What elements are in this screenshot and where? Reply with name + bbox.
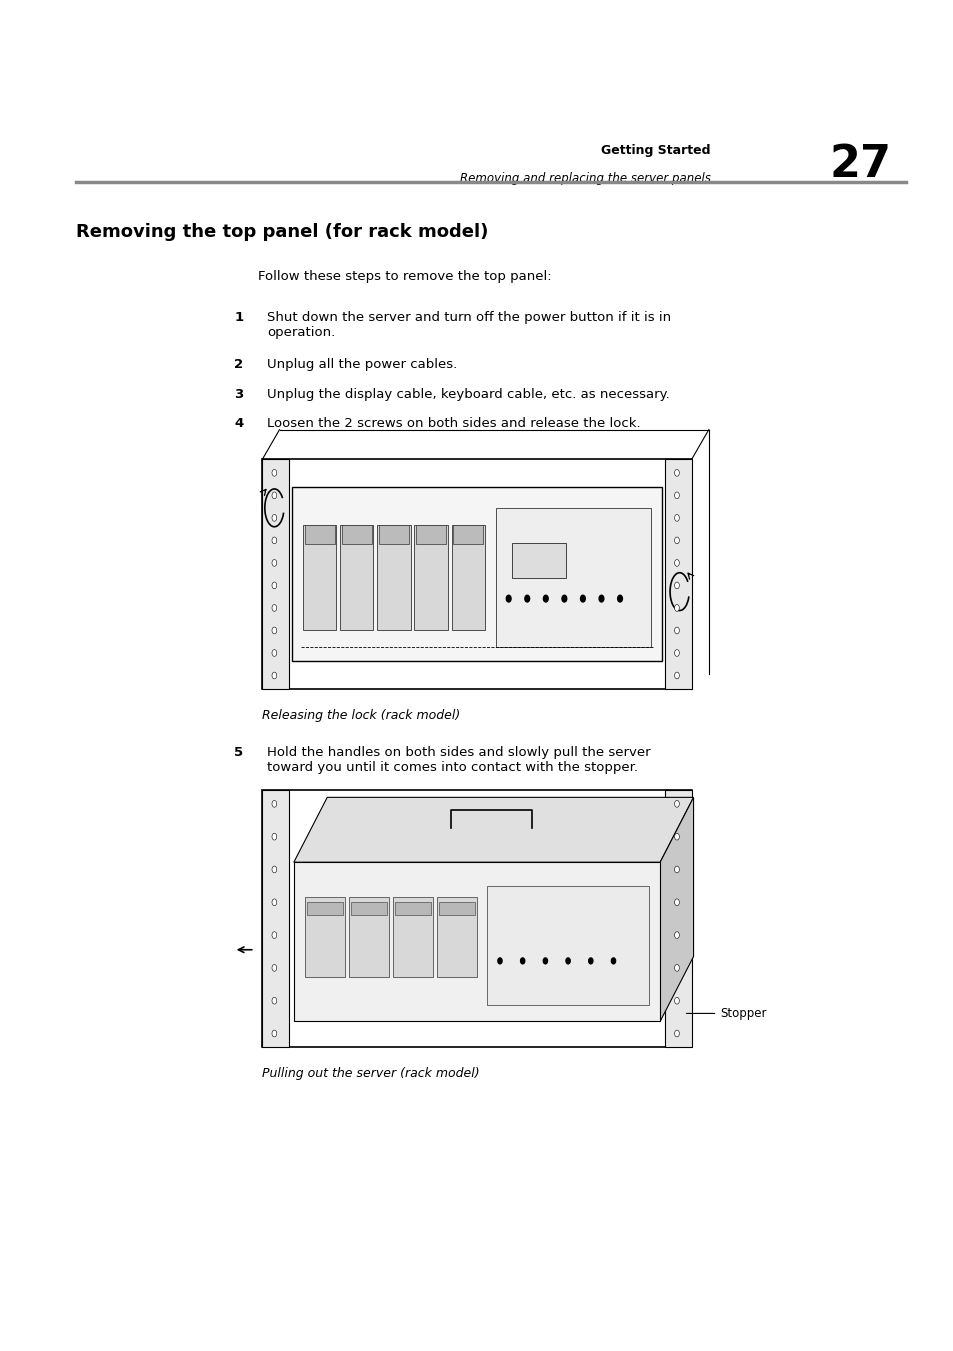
Bar — [262, 459, 289, 689]
Circle shape — [674, 800, 679, 807]
Circle shape — [272, 492, 276, 499]
Bar — [511, 543, 565, 578]
Bar — [393, 897, 433, 977]
Circle shape — [674, 997, 679, 1004]
Circle shape — [674, 582, 679, 589]
Circle shape — [674, 866, 679, 873]
Text: Pulling out the server (rack model): Pulling out the server (rack model) — [262, 1067, 479, 1081]
Text: Removing the top panel (for rack model): Removing the top panel (for rack model) — [76, 223, 488, 240]
Circle shape — [674, 604, 679, 611]
Circle shape — [674, 834, 679, 840]
Circle shape — [674, 515, 679, 521]
Bar — [305, 897, 345, 977]
Text: Stopper: Stopper — [686, 1006, 766, 1020]
Circle shape — [272, 898, 276, 905]
Circle shape — [272, 627, 276, 634]
Circle shape — [598, 596, 603, 603]
Text: 2: 2 — [233, 358, 243, 372]
Circle shape — [543, 596, 548, 603]
Bar — [496, 508, 650, 647]
Bar — [341, 526, 372, 544]
Bar — [292, 486, 661, 662]
Circle shape — [272, 470, 276, 477]
Bar — [262, 790, 289, 1047]
Bar — [395, 902, 431, 915]
Bar — [414, 526, 447, 630]
Circle shape — [272, 559, 276, 566]
Bar — [349, 897, 389, 977]
Polygon shape — [659, 797, 693, 1021]
Circle shape — [520, 958, 524, 963]
Text: Follow these steps to remove the top panel:: Follow these steps to remove the top pan… — [257, 270, 551, 284]
Bar — [262, 459, 691, 689]
Circle shape — [674, 559, 679, 566]
Circle shape — [588, 958, 592, 963]
Bar — [451, 526, 484, 630]
Text: Removing and replacing the server panels: Removing and replacing the server panels — [459, 172, 710, 185]
Circle shape — [272, 582, 276, 589]
Text: 3: 3 — [233, 388, 243, 401]
Text: 1: 1 — [233, 311, 243, 324]
Circle shape — [272, 800, 276, 807]
Circle shape — [272, 604, 276, 611]
Text: Unplug all the power cables.: Unplug all the power cables. — [267, 358, 456, 372]
Circle shape — [674, 470, 679, 477]
Bar — [294, 862, 659, 1021]
Text: Shut down the server and turn off the power button if it is in
operation.: Shut down the server and turn off the po… — [267, 311, 671, 339]
Circle shape — [674, 650, 679, 657]
Circle shape — [272, 866, 276, 873]
Circle shape — [524, 596, 529, 603]
Circle shape — [674, 536, 679, 543]
Bar — [307, 902, 343, 915]
Bar — [486, 886, 648, 1005]
Bar — [664, 790, 691, 1047]
Bar — [340, 526, 373, 630]
Circle shape — [611, 958, 615, 963]
Circle shape — [272, 650, 276, 657]
Circle shape — [272, 515, 276, 521]
Bar — [303, 526, 336, 630]
Text: Getting Started: Getting Started — [600, 143, 710, 157]
Text: 5: 5 — [233, 746, 243, 759]
Bar — [378, 526, 409, 544]
Polygon shape — [294, 797, 693, 862]
Circle shape — [674, 965, 679, 971]
Circle shape — [617, 596, 621, 603]
Circle shape — [497, 958, 501, 963]
Circle shape — [674, 492, 679, 499]
Text: Releasing the lock (rack model): Releasing the lock (rack model) — [262, 709, 460, 723]
Circle shape — [542, 958, 547, 963]
Circle shape — [272, 1029, 276, 1038]
Bar — [416, 526, 446, 544]
Text: 27: 27 — [829, 143, 891, 186]
Circle shape — [674, 627, 679, 634]
Circle shape — [674, 671, 679, 680]
Bar — [304, 526, 335, 544]
Circle shape — [674, 1029, 679, 1038]
Bar — [351, 902, 387, 915]
Text: Hold the handles on both sides and slowly pull the server
toward you until it co: Hold the handles on both sides and slowl… — [267, 746, 650, 774]
Bar — [376, 526, 410, 630]
Bar — [262, 790, 691, 1047]
Bar — [664, 459, 691, 689]
Bar — [436, 897, 476, 977]
Text: Unplug the display cable, keyboard cable, etc. as necessary.: Unplug the display cable, keyboard cable… — [267, 388, 669, 401]
Circle shape — [674, 932, 679, 939]
Circle shape — [272, 834, 276, 840]
Bar — [453, 526, 482, 544]
Circle shape — [506, 596, 511, 603]
Circle shape — [272, 965, 276, 971]
Circle shape — [580, 596, 585, 603]
Circle shape — [565, 958, 570, 963]
Circle shape — [561, 596, 566, 603]
Text: 4: 4 — [233, 417, 243, 431]
Text: Loosen the 2 screws on both sides and release the lock.: Loosen the 2 screws on both sides and re… — [267, 417, 640, 431]
Circle shape — [272, 997, 276, 1004]
Circle shape — [272, 671, 276, 680]
Bar — [438, 902, 475, 915]
Circle shape — [272, 536, 276, 543]
Circle shape — [272, 932, 276, 939]
Circle shape — [674, 898, 679, 905]
